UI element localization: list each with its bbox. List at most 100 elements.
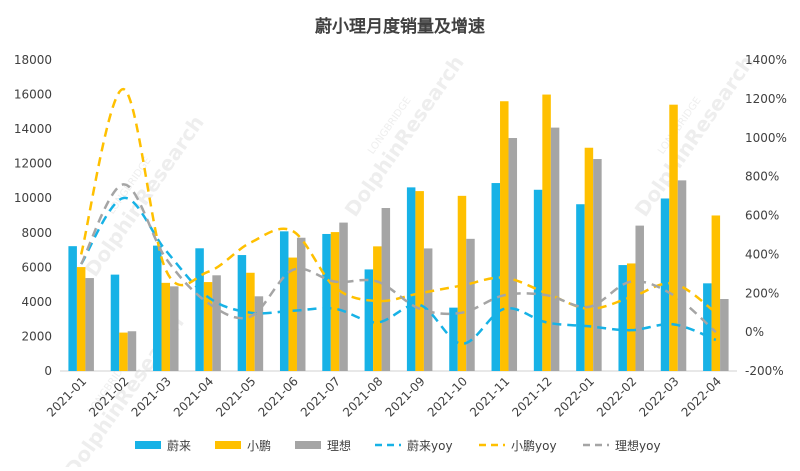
- y-tick-label: 4000: [21, 295, 52, 309]
- y-axis-right: -200% 0% 200% 400% 600% 800% 1000% 1200% 1400%: [745, 53, 787, 378]
- legend-label: 理想yoy: [615, 438, 661, 453]
- bar: [330, 232, 340, 371]
- y-tick-label: 0: [44, 364, 52, 378]
- bar: [618, 265, 627, 371]
- legend-label: 小鹏yoy: [511, 439, 557, 453]
- bar: [339, 222, 348, 371]
- bar: [279, 231, 289, 371]
- x-tick-label: 2021-12: [509, 374, 554, 419]
- bar: [542, 94, 551, 371]
- bar: [127, 331, 137, 371]
- legend-label: 小鹏: [247, 439, 271, 453]
- bar: [669, 104, 678, 372]
- bar: [576, 204, 585, 371]
- bar: [288, 257, 297, 371]
- bar: [593, 159, 602, 371]
- bar: [170, 286, 179, 371]
- bar: [550, 127, 560, 371]
- watermark-name: DolphinResearch: [630, 51, 759, 221]
- y-axis-left: 0 2000 4000 6000 8000 10000 12000 14000 16000 180…: [14, 53, 52, 378]
- bar: [508, 138, 518, 371]
- bar: [153, 245, 162, 371]
- bar: [254, 296, 264, 371]
- bar: [85, 278, 94, 371]
- bar: [457, 195, 467, 371]
- bar: [68, 246, 77, 371]
- x-tick-label: 2021-09: [382, 374, 427, 419]
- bar: [161, 282, 171, 371]
- x-tick-label: 2021-05: [213, 374, 258, 419]
- y2-tick-label: 600%: [745, 209, 779, 223]
- y-tick-label: 2000: [21, 329, 52, 343]
- bar: [119, 332, 128, 371]
- x-tick-label: 2021-04: [171, 374, 216, 419]
- x-tick-label: 2022-04: [679, 374, 724, 419]
- x-tick-label: 2021-07: [298, 374, 343, 419]
- y2-tick-label: 1400%: [745, 53, 787, 67]
- y-tick-label: 12000: [14, 157, 52, 171]
- x-tick-label: 2022-03: [636, 374, 681, 419]
- bar: [491, 183, 501, 371]
- x-tick-label: 2021-01: [44, 374, 89, 419]
- bar: [322, 233, 331, 371]
- y-tick-label: 8000: [21, 226, 52, 240]
- bar: [195, 248, 204, 371]
- bar: [500, 101, 509, 372]
- y2-tick-label: -200%: [745, 364, 784, 378]
- bar: [76, 267, 86, 371]
- y2-tick-label: 800%: [745, 170, 779, 184]
- x-tick-label: 2021-06: [255, 374, 300, 419]
- legend-label: 蔚来yoy: [407, 439, 453, 453]
- bar: [246, 272, 255, 371]
- y-tick-label: 18000: [14, 53, 52, 67]
- y-tick-label: 16000: [14, 88, 52, 102]
- chart-title: 蔚小理月度销量及增速: [315, 16, 485, 37]
- x-tick-label: 2021-11: [467, 374, 512, 419]
- y-tick-label: 10000: [14, 191, 52, 205]
- legend-swatch: [135, 441, 161, 449]
- bar: [635, 225, 644, 371]
- bar: [703, 283, 712, 371]
- bar: [415, 191, 424, 371]
- y-tick-label: 14000: [14, 122, 52, 136]
- watermark-name: DolphinResearch: [80, 111, 209, 281]
- bar: [584, 147, 594, 371]
- x-tick-label: 2021-10: [425, 374, 470, 419]
- bar: [237, 255, 247, 371]
- x-tick-label: 2022-02: [594, 374, 639, 419]
- x-tick-label: 2022-01: [552, 374, 597, 419]
- y-tick-label: 6000: [21, 260, 52, 274]
- y2-tick-label: 200%: [745, 286, 779, 300]
- watermark-name: DolphinResearch: [340, 51, 469, 221]
- bar: [296, 237, 306, 371]
- bar: [381, 208, 391, 371]
- line-series-layer: [79, 87, 717, 346]
- bar: [626, 263, 636, 371]
- bar: [373, 246, 382, 371]
- bar: [711, 215, 721, 371]
- bar: [677, 180, 687, 371]
- series-line: [80, 183, 717, 334]
- bar: [466, 238, 475, 371]
- bar: [720, 299, 729, 371]
- x-tick-label: 2021-08: [340, 374, 385, 419]
- bar: [660, 198, 670, 371]
- legend-swatch: [295, 441, 321, 449]
- y2-tick-label: 1200%: [745, 92, 787, 106]
- bar: [212, 275, 221, 371]
- y2-tick-label: 400%: [745, 247, 779, 261]
- bar: [406, 187, 416, 371]
- legend: 蔚来 小鹏 理想 蔚来yoy 小鹏yoy 理想yoy: [135, 438, 661, 453]
- bar: [203, 282, 213, 371]
- series-line: [79, 87, 717, 314]
- bar: [533, 189, 543, 371]
- bar: [110, 274, 120, 371]
- y2-tick-label: 0%: [745, 325, 764, 339]
- y2-tick-label: 1000%: [745, 131, 787, 145]
- legend-label: 理想: [327, 438, 351, 453]
